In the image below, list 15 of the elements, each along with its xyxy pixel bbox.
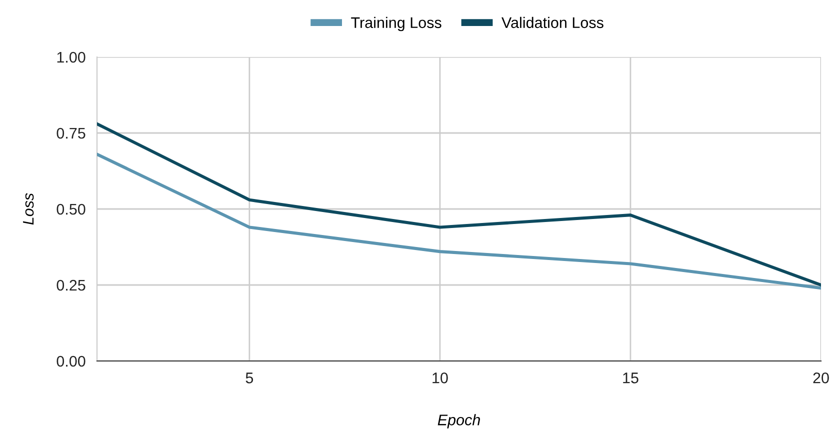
legend-label: Validation Loss	[502, 16, 604, 28]
x-axis-title: Epoch	[438, 414, 480, 428]
y-tick-label: 0.50	[56, 204, 86, 215]
y-axis-title: Loss	[23, 193, 34, 225]
legend-label: Training Loss	[351, 16, 442, 32]
y-tick-label: 0.00	[56, 356, 86, 367]
x-tick-label: 15	[623, 372, 638, 384]
x-tick-label: 10	[432, 372, 448, 384]
y-tick-label: 0.25	[56, 280, 86, 291]
x-tick-label: 5	[246, 372, 254, 384]
line-series	[97, 122, 821, 287]
x-tick-label: 20	[813, 372, 829, 384]
line-series	[97, 152, 821, 290]
y-tick-label: 0.75	[56, 128, 86, 139]
y-tick-label: 1.00	[57, 52, 86, 63]
